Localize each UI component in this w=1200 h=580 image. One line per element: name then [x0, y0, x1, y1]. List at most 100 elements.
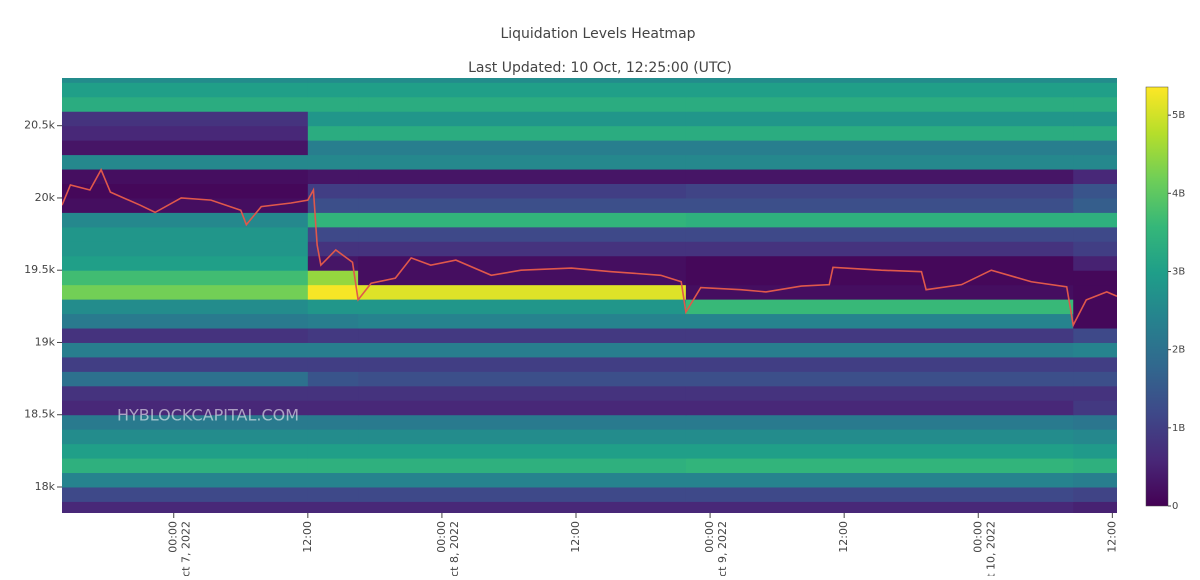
- heat-cell: [358, 125, 687, 141]
- heat-cell: [307, 140, 359, 156]
- x-tick-label: 12:00: [837, 521, 850, 553]
- heat-cell: [62, 371, 309, 387]
- heat-cell: [1073, 197, 1117, 213]
- heat-cell: [62, 443, 309, 459]
- heat-cell: [62, 486, 309, 502]
- heat-cell: [685, 342, 1074, 358]
- x-tick-label: 00:00: [435, 521, 448, 553]
- heat-cell: [685, 197, 1074, 213]
- heat-cell: [685, 140, 1074, 156]
- heat-cell: [685, 169, 1074, 184]
- heat-cell: [1073, 400, 1117, 416]
- heat-cell: [685, 313, 1074, 329]
- heat-cell: [62, 82, 309, 98]
- y-tick-label: 18k: [35, 480, 56, 493]
- heat-cell: [358, 255, 687, 271]
- x-tick-date: Oct 7, 2022: [180, 521, 193, 576]
- heat-cell: [685, 501, 1074, 513]
- heat-cell: [307, 501, 359, 513]
- x-tick-label: 12:00: [569, 521, 582, 553]
- heat-cell: [1073, 486, 1117, 502]
- heat-cell: [358, 270, 687, 286]
- x-tick-date: Oct 8, 2022: [448, 521, 461, 576]
- heat-cell: [358, 501, 687, 513]
- heat-cell: [685, 125, 1074, 141]
- heat-cell: [1073, 429, 1117, 445]
- heat-cell: [1073, 328, 1117, 343]
- heat-cell: [62, 78, 309, 83]
- colorbar-tick-label: 3B: [1172, 266, 1185, 277]
- heat-cell: [1073, 169, 1117, 184]
- heat-cell: [307, 328, 359, 343]
- heat-cell: [307, 226, 359, 242]
- heat-cell: [62, 270, 309, 286]
- heat-cell: [1073, 154, 1117, 170]
- heat-cell: [307, 356, 359, 372]
- heat-cell: [307, 154, 359, 170]
- heat-cell: [307, 241, 359, 257]
- heat-cell: [685, 212, 1074, 228]
- heat-cell: [62, 284, 309, 300]
- price-line: [62, 167, 1117, 328]
- heat-cell: [1073, 111, 1117, 127]
- x-tick-label: 00:00: [971, 521, 984, 553]
- x-tick-date: Oct 9, 2022: [716, 521, 729, 576]
- heat-cell: [358, 486, 687, 502]
- y-tick-label: 19k: [35, 335, 56, 348]
- heat-cell: [358, 443, 687, 459]
- heat-cell: [358, 197, 687, 213]
- heat-cell: [1073, 82, 1117, 98]
- heat-cell: [307, 78, 359, 83]
- heat-cell: [62, 501, 309, 513]
- x-tick-label: 00:00: [167, 521, 180, 553]
- heat-cell: [307, 183, 359, 199]
- heat-cell: [685, 183, 1074, 199]
- heat-cell: [685, 111, 1074, 127]
- heat-cell: [62, 458, 309, 474]
- heat-cell: [1073, 501, 1117, 513]
- heat-cell: [685, 284, 1074, 300]
- heat-cell: [1073, 226, 1117, 242]
- heat-cell: [685, 400, 1074, 416]
- heat-cell: [62, 241, 309, 257]
- heat-cell: [62, 140, 309, 156]
- heat-cell: [62, 299, 309, 315]
- colorbar-tick-label: 4B: [1172, 188, 1185, 199]
- watermark: HYBLOCKCAPITAL.COM: [117, 406, 299, 425]
- heat-cell: [358, 472, 687, 488]
- heat-cell: [307, 385, 359, 401]
- heat-cell: [307, 96, 359, 112]
- heat-cell: [62, 96, 309, 112]
- heat-cell: [307, 429, 359, 445]
- heat-cell: [62, 226, 309, 242]
- colorbar-tick-label: 1B: [1172, 423, 1185, 434]
- heat-cell: [1073, 183, 1117, 199]
- heat-cell: [62, 111, 309, 127]
- heat-cell: [307, 125, 359, 141]
- heat-cell: [307, 443, 359, 459]
- heat-cell: [307, 472, 359, 488]
- colorbar-tick-label: 0: [1172, 501, 1178, 512]
- heat-cell: [1073, 270, 1117, 286]
- heat-cell: [62, 328, 309, 343]
- y-tick-label: 20.5k: [24, 119, 55, 132]
- heat-cell: [1073, 78, 1117, 83]
- heat-cell: [685, 472, 1074, 488]
- y-tick-label: 18.5k: [24, 408, 55, 421]
- heat-cell: [358, 385, 687, 401]
- heat-cell: [307, 371, 359, 387]
- heat-cell: [307, 212, 359, 228]
- heat-cell: [685, 270, 1074, 286]
- heat-cell: [62, 197, 309, 213]
- heat-cell: [1073, 140, 1117, 156]
- heat-cell: [62, 429, 309, 445]
- y-tick-label: 20k: [35, 191, 56, 204]
- heat-cell: [307, 342, 359, 358]
- heat-cell: [62, 212, 309, 228]
- colorbar-tick-label: 5B: [1172, 110, 1185, 121]
- heat-cell: [358, 140, 687, 156]
- heat-cell: [62, 313, 309, 329]
- heat-cell: [62, 183, 309, 199]
- x-tick-label: 12:00: [1105, 521, 1118, 553]
- heat-cell: [358, 328, 687, 343]
